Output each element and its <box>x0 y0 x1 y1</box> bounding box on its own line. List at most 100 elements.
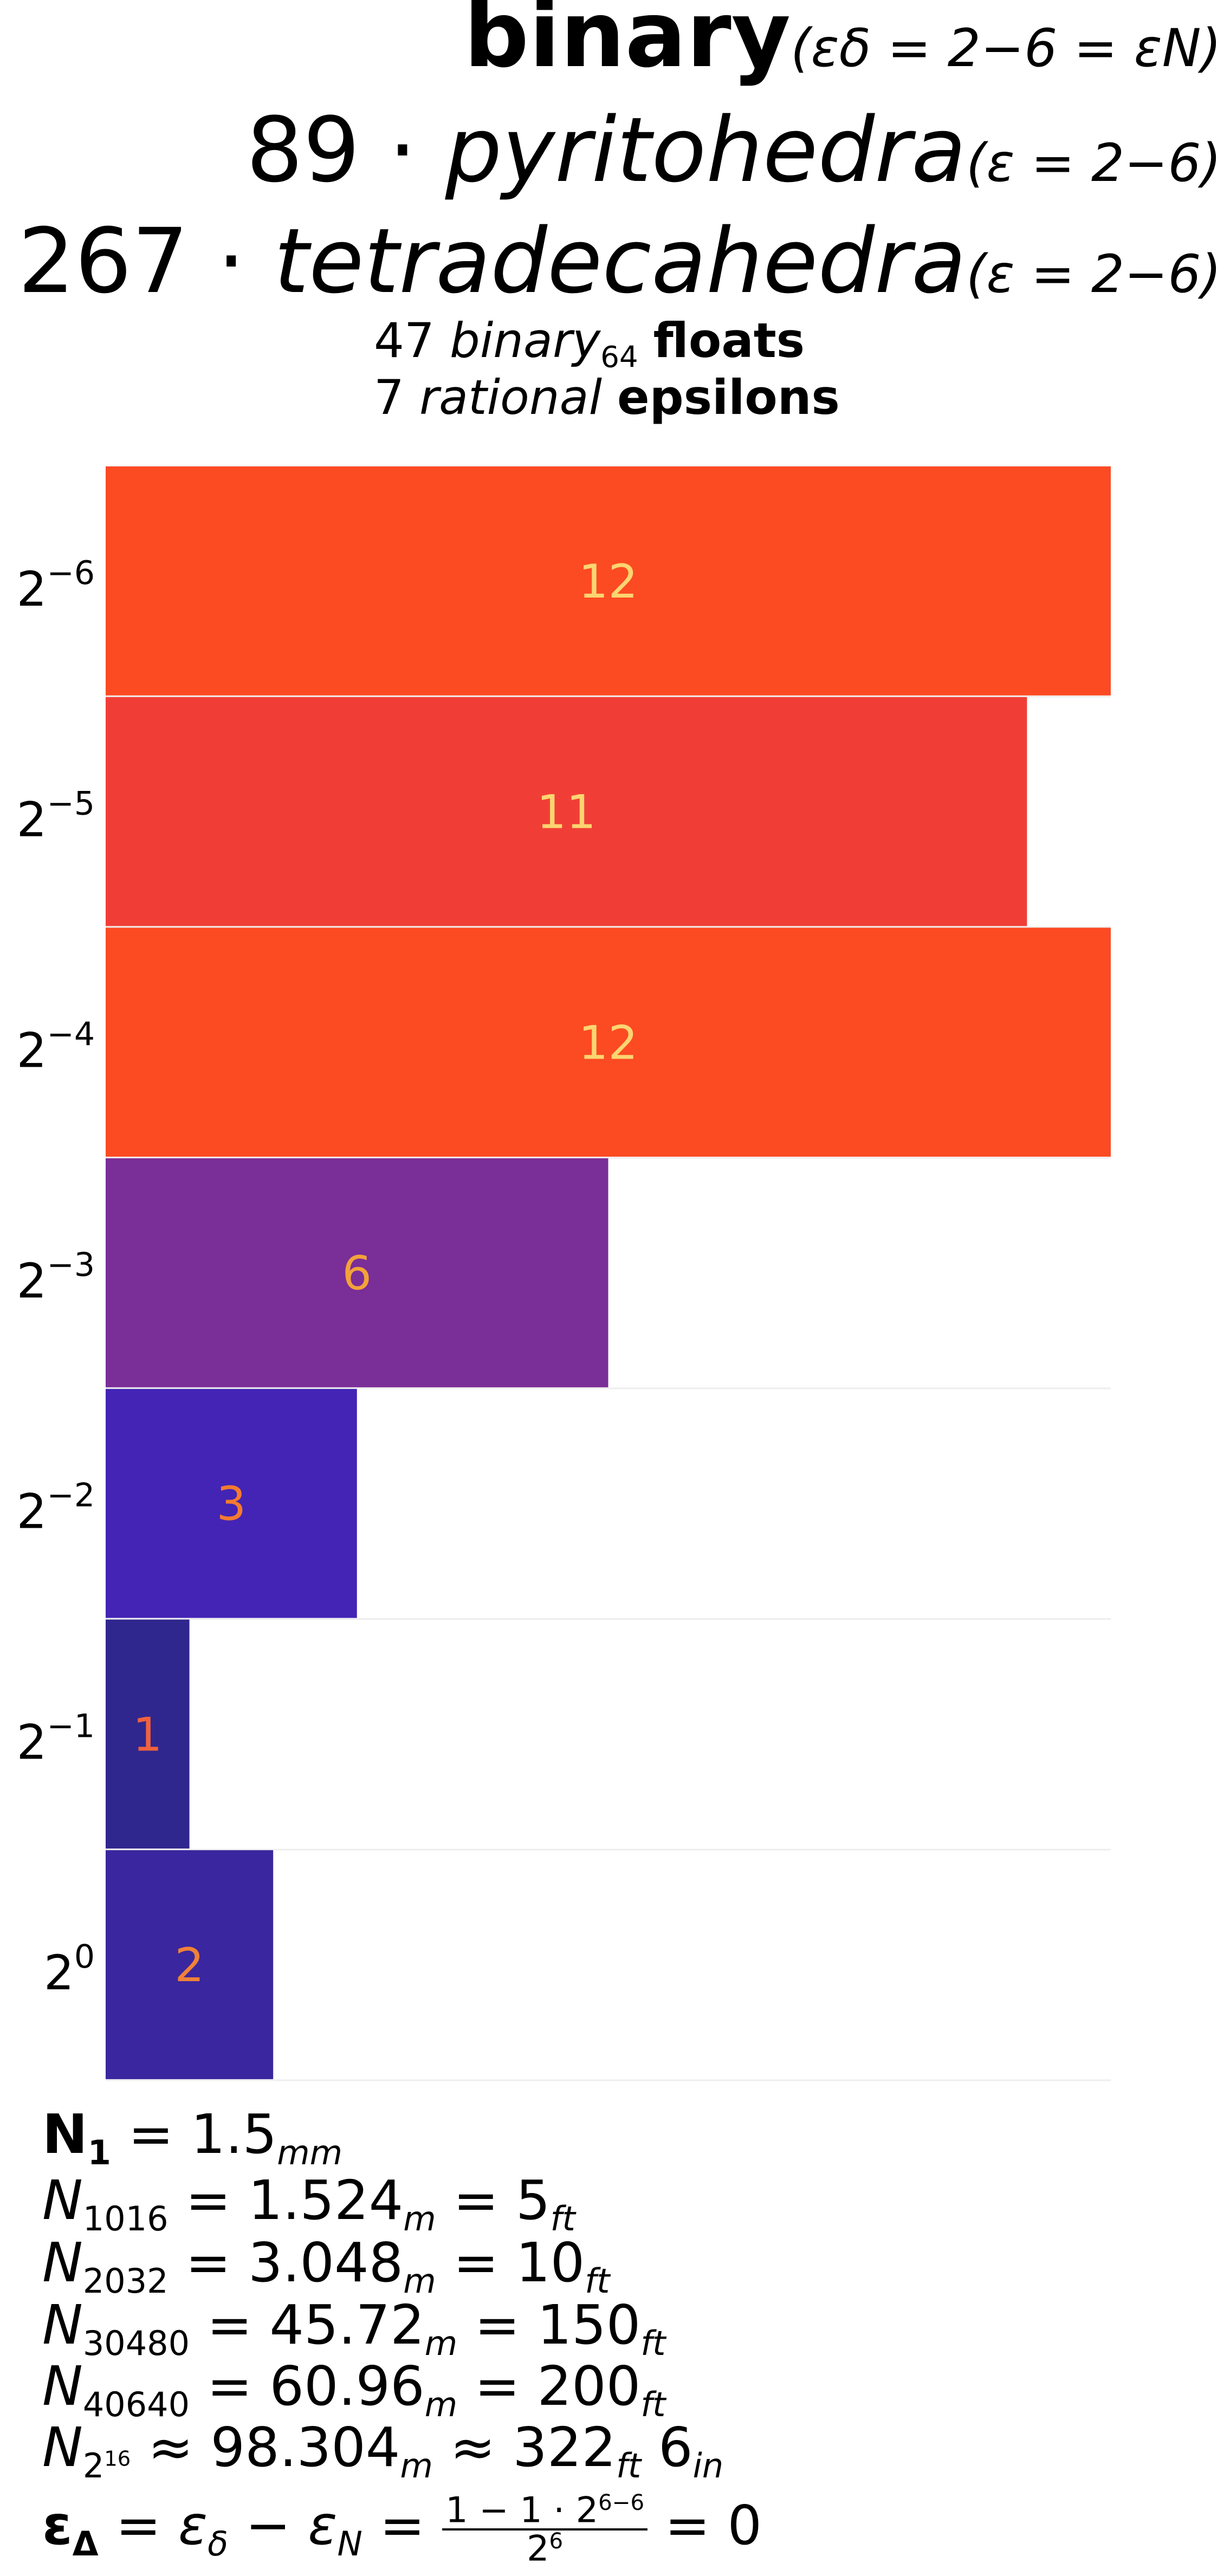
note-n40640-sub: 40640 <box>82 2385 190 2424</box>
eps-delta-fraction: 1 − 1 · 26−6 26 <box>442 2490 648 2569</box>
y-tick-label-exponent: 0 <box>74 1938 95 1976</box>
eps-delta-b-sub: N <box>337 2524 362 2564</box>
equals-sign: = <box>115 2494 179 2557</box>
note-n40640-u1: m <box>424 2385 458 2424</box>
equals-sign: = <box>453 2231 516 2294</box>
title-tetradecahedra: 267 · tetradecahedra(ε = 2−6) <box>18 217 1221 306</box>
y-tick-label-base: 2 <box>17 1253 47 1309</box>
note-n1-sub: 1 <box>87 2133 111 2172</box>
note-n40640: N40640 = 60.96m = 200ft <box>42 2359 666 2422</box>
bar-4 <box>106 1388 357 1618</box>
approx-sign: ≈ <box>147 2416 211 2479</box>
note-n2032-u1: m <box>403 2261 436 2301</box>
y-tick-label-base: 2 <box>17 1714 47 1770</box>
y-tick-label-base: 2 <box>17 1022 47 1078</box>
y-tick-label-base: 2 <box>17 1484 47 1540</box>
note-n2032-u2: ft <box>585 2261 610 2301</box>
note-n216-u2: ft <box>616 2446 642 2486</box>
equals-sign: = <box>206 2354 270 2418</box>
note-eps-delta: εΔ = εδ − εN = 1 − 1 · 26−6 26 = 0 <box>42 2490 762 2569</box>
bar-0 <box>106 466 1111 696</box>
note-n1016: N1016 = 1.524m = 5ft <box>42 2173 575 2236</box>
note-n216-u1: m <box>400 2446 433 2486</box>
fraction-numerator-exp: 6−6 <box>598 2490 645 2515</box>
note-n216-v2: 322 <box>513 2416 617 2479</box>
fraction-numerator-text: 1 − 1 · 2 <box>445 2490 599 2531</box>
y-tick-label-exponent: −4 <box>47 1015 95 1053</box>
note-n40640-v1: 60.96 <box>269 2354 425 2418</box>
fraction-denominator: 26 <box>442 2528 647 2569</box>
y-tick-label: 20 <box>44 1938 95 2001</box>
title-tetradecahedra-word: tetradecahedra <box>274 209 967 313</box>
bar-2 <box>106 927 1111 1157</box>
note-n40640-name: N <box>42 2354 83 2418</box>
bar-3 <box>106 1158 608 1387</box>
eps-delta-lhs-sub: Δ <box>72 2524 99 2564</box>
floats-word: floats <box>653 313 805 368</box>
note-n1: N1 = 1.5mm <box>42 2107 342 2170</box>
fraction-denominator-exp: 6 <box>549 2528 564 2554</box>
eps-count: 7 <box>374 369 404 425</box>
fraction-denominator-text: 2 <box>527 2528 549 2569</box>
floats-type-sub: 64 <box>600 339 638 374</box>
note-n40640-v2: 200 <box>537 2354 641 2418</box>
bar-value-label: 2 <box>174 1938 204 1993</box>
equals-sign: = <box>185 2169 248 2232</box>
note-n216-v1: 98.304 <box>210 2416 400 2479</box>
title-main-condition: (εδ = 2−6 = εN) <box>791 18 1221 79</box>
eps-delta-a: ε <box>178 2494 208 2557</box>
note-n2032-v1: 3.048 <box>248 2231 404 2294</box>
title-tetradecahedra-condition: (ε = 2−6) <box>966 244 1221 304</box>
note-n2032: N2032 = 3.048m = 10ft <box>42 2236 610 2298</box>
equals-sign: = <box>474 2293 537 2357</box>
equals-sign: = <box>206 2293 270 2357</box>
note-n1-name: N <box>42 2103 88 2166</box>
note-n30480-u2: ft <box>640 2324 666 2363</box>
bar-value-label: 12 <box>579 1016 638 1070</box>
subtitle-floats: 47 binary64 floats <box>374 317 805 372</box>
eps-word: epsilons <box>617 369 840 425</box>
minus-sign: − <box>245 2494 308 2557</box>
note-n30480-v2: 150 <box>537 2293 641 2357</box>
bar-value-label: 12 <box>579 555 638 609</box>
eps-type: rational <box>419 369 603 425</box>
note-n1016-v1: 1.524 <box>248 2169 404 2232</box>
y-tick-label: 2−4 <box>17 1015 95 1078</box>
title-dot-operator: · <box>189 209 274 313</box>
title-pyritohedra-condition: (ε = 2−6) <box>966 133 1221 193</box>
equals-sign: = <box>474 2354 537 2418</box>
bar-1 <box>106 697 1027 926</box>
y-tick-label-exponent: −3 <box>47 1246 95 1284</box>
y-tick-label-base: 2 <box>44 1945 74 2001</box>
floats-type: binary <box>449 313 601 368</box>
eps-delta-a-sub: δ <box>208 2524 229 2564</box>
note-n30480-v1: 45.72 <box>269 2293 425 2357</box>
note-n1016-name: N <box>42 2169 83 2232</box>
approx-sign: ≈ <box>450 2416 513 2479</box>
eps-delta-result: 0 <box>727 2494 762 2557</box>
note-n2032-name: N <box>42 2231 83 2294</box>
y-tick-label: 2−1 <box>17 1707 95 1770</box>
note-n1-value: 1.5 <box>191 2103 277 2166</box>
equals-sign: = <box>664 2494 728 2557</box>
note-n1016-v2: 5 <box>516 2169 551 2232</box>
note-n2032-sub: 2032 <box>82 2261 169 2301</box>
chart-title: binary(εδ = 2−6 = εN) <box>464 0 1221 80</box>
y-tick-label-exponent: −5 <box>47 785 95 823</box>
note-n1016-sub: 1016 <box>82 2199 169 2238</box>
note-n1-unit: mm <box>277 2133 343 2172</box>
note-n30480-sub: 30480 <box>82 2324 190 2363</box>
note-n216-v3: 6 <box>658 2416 693 2479</box>
eps-delta-b: ε <box>308 2494 338 2557</box>
note-n1016-u2: ft <box>550 2199 575 2238</box>
bar-6 <box>106 1850 274 2079</box>
note-n30480-u1: m <box>424 2324 458 2363</box>
note-n30480-name: N <box>42 2293 83 2357</box>
y-tick-label-exponent: −2 <box>47 1477 95 1515</box>
bar-value-label: 3 <box>217 1477 247 1532</box>
y-tick-label-base: 2 <box>17 561 47 617</box>
y-tick-label-base: 2 <box>17 792 47 848</box>
equals-sign: = <box>379 2494 443 2557</box>
title-tetradecahedra-count: 267 <box>18 209 189 313</box>
